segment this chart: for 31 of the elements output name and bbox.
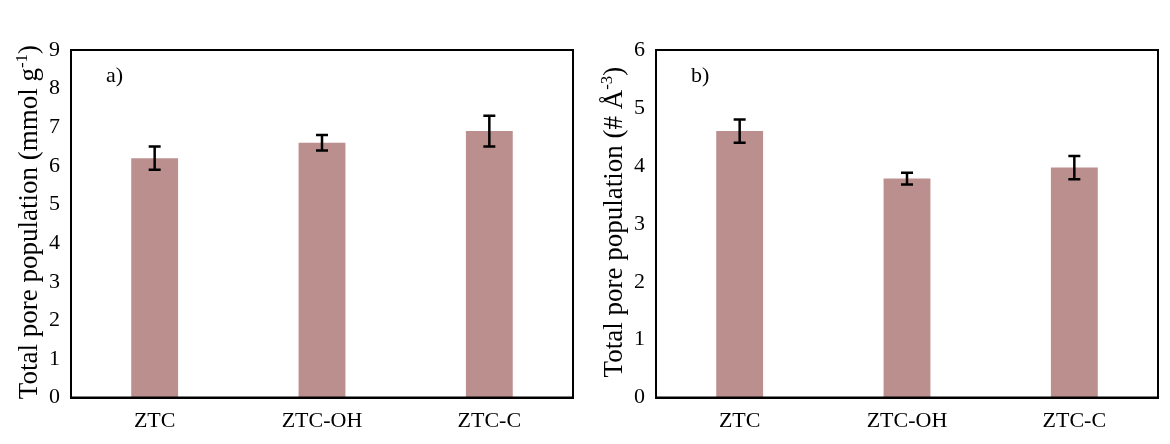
bar xyxy=(131,158,179,398)
bar xyxy=(1050,167,1098,398)
y-tick-label: 0 xyxy=(49,383,60,409)
y-tick-label: 2 xyxy=(634,267,645,293)
y-tick-label: 2 xyxy=(49,306,60,332)
y-tick-label: 6 xyxy=(49,151,60,177)
x-tick-label: ZTC xyxy=(718,406,761,432)
y-tick-label: 9 xyxy=(49,35,60,61)
x-tick-label: ZTC-OH xyxy=(281,406,363,432)
annotation: b) xyxy=(691,61,710,87)
bar xyxy=(716,131,764,398)
y-tick-label: 1 xyxy=(49,344,60,370)
y-tick-label: 0 xyxy=(634,383,645,409)
x-tick-label: ZTC-OH xyxy=(866,406,948,432)
annotation: a) xyxy=(106,61,124,87)
y-tick-label: 3 xyxy=(49,267,60,293)
x-tick-label: ZTC-C xyxy=(457,406,522,432)
y-tick-label: 3 xyxy=(634,209,645,235)
y-tick-label: 8 xyxy=(49,74,60,100)
bar xyxy=(465,131,513,398)
y-tick-label: 4 xyxy=(49,228,60,254)
y-tick-label: 1 xyxy=(634,325,645,351)
y-tick-label: 5 xyxy=(49,190,60,216)
bar xyxy=(883,178,931,398)
y-tick-label: 5 xyxy=(634,93,645,119)
y-tick-label: 4 xyxy=(634,151,645,177)
x-tick-label: ZTC xyxy=(133,406,176,432)
bar xyxy=(298,142,346,398)
y-tick-label: 6 xyxy=(634,35,645,61)
x-tick-label: ZTC-C xyxy=(1042,406,1107,432)
y-tick-label: 7 xyxy=(49,113,60,139)
